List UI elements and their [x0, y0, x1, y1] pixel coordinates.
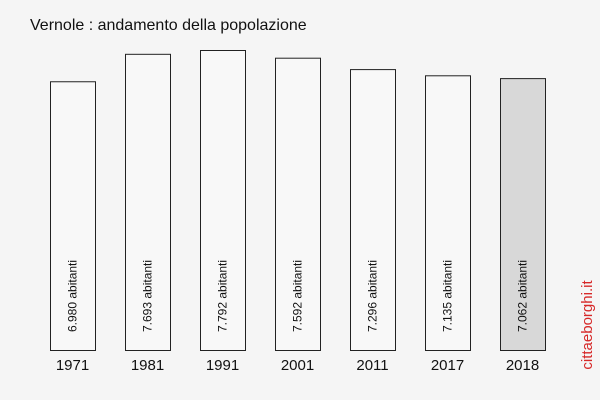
- watermark: cittaeborghi.it: [579, 280, 596, 370]
- x-tick-label: 1981: [131, 357, 164, 374]
- value-label: 7.296 abitanti: [366, 260, 380, 332]
- x-tick-label: 2001: [281, 357, 314, 374]
- x-tick-label: 2011: [356, 357, 388, 374]
- value-label: 7.592 abitanti: [291, 260, 305, 332]
- bar: [50, 81, 96, 351]
- bar: [500, 78, 546, 352]
- chart-title: Vernole : andamento della popolazione: [30, 17, 307, 34]
- value-label: 7.135 abitanti: [441, 260, 455, 332]
- x-tick-label: 2017: [431, 357, 464, 374]
- value-label: 7.693 abitanti: [141, 260, 155, 332]
- bar: [425, 75, 471, 352]
- x-tick-label: 2018: [506, 357, 539, 374]
- value-label: 7.062 abitanti: [516, 260, 530, 332]
- value-label: 7.792 abitanti: [216, 260, 230, 332]
- bar: [350, 69, 396, 352]
- value-label: 6.980 abitanti: [66, 260, 80, 332]
- x-tick-label: 1971: [56, 357, 89, 374]
- x-tick-label: 1991: [206, 357, 239, 374]
- bar: [275, 57, 321, 352]
- bar: [200, 50, 246, 351]
- bar: [125, 53, 171, 351]
